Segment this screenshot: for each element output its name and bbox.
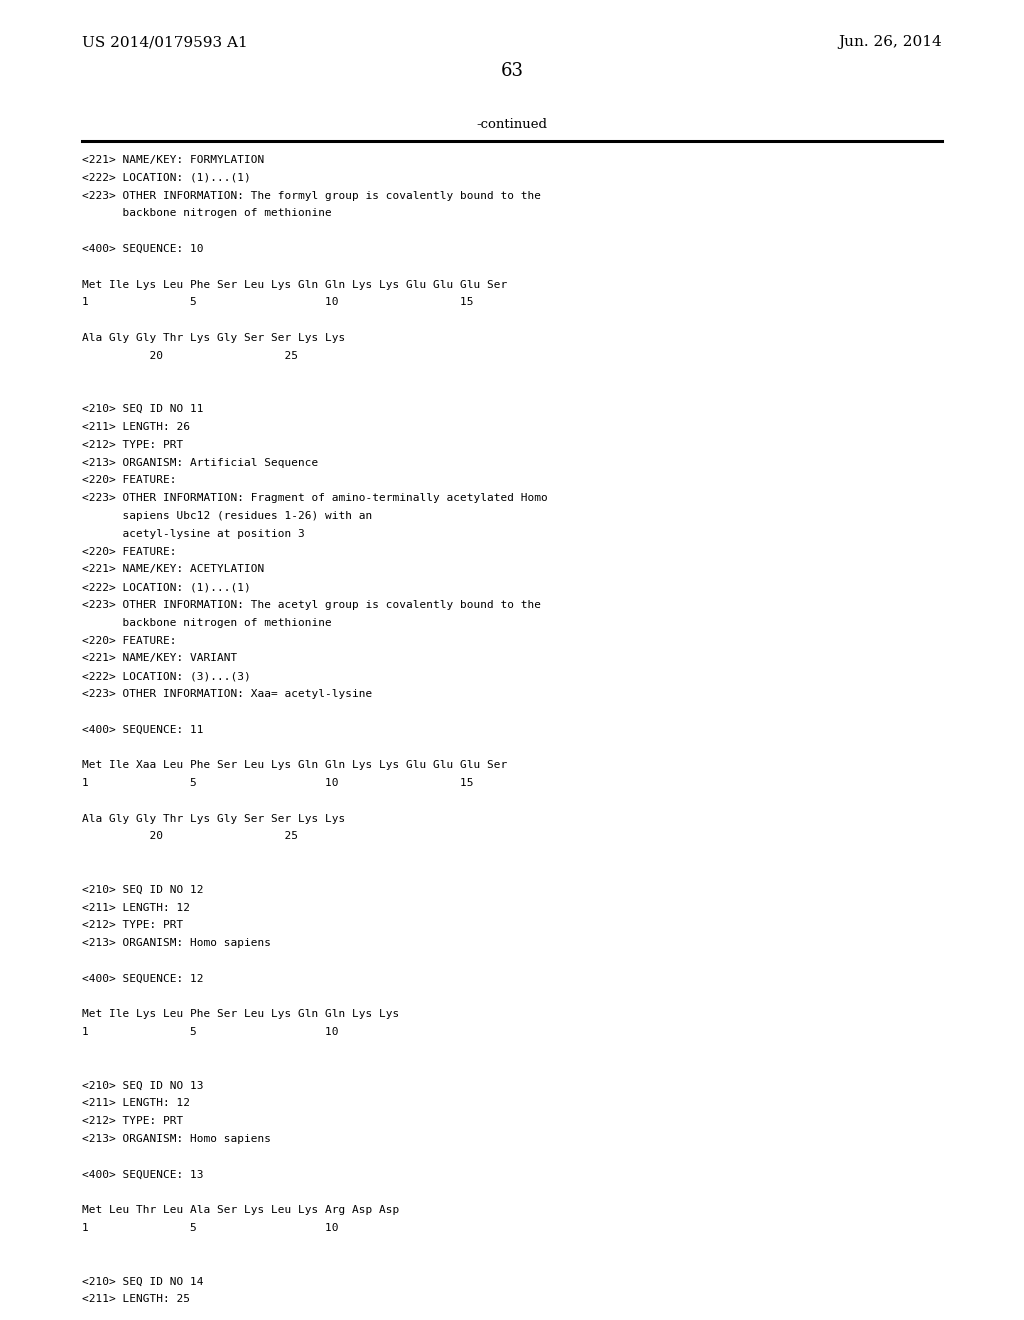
Text: <211> LENGTH: 12: <211> LENGTH: 12 <box>82 903 190 912</box>
Text: 63: 63 <box>501 62 523 81</box>
Text: Met Ile Xaa Leu Phe Ser Leu Lys Gln Gln Lys Lys Glu Glu Glu Ser: Met Ile Xaa Leu Phe Ser Leu Lys Gln Gln … <box>82 760 507 770</box>
Text: <213> ORGANISM: Homo sapiens: <213> ORGANISM: Homo sapiens <box>82 1134 271 1144</box>
Text: <213> ORGANISM: Artificial Sequence: <213> ORGANISM: Artificial Sequence <box>82 458 318 467</box>
Text: <222> LOCATION: (1)...(1): <222> LOCATION: (1)...(1) <box>82 173 251 182</box>
Text: 20                  25: 20 25 <box>82 832 298 841</box>
Text: <222> LOCATION: (1)...(1): <222> LOCATION: (1)...(1) <box>82 582 251 593</box>
Text: <211> LENGTH: 12: <211> LENGTH: 12 <box>82 1098 190 1109</box>
Text: <211> LENGTH: 26: <211> LENGTH: 26 <box>82 422 190 432</box>
Text: <212> TYPE: PRT: <212> TYPE: PRT <box>82 1117 183 1126</box>
Text: Ala Gly Gly Thr Lys Gly Ser Ser Lys Lys: Ala Gly Gly Thr Lys Gly Ser Ser Lys Lys <box>82 333 345 343</box>
Text: Ala Gly Gly Thr Lys Gly Ser Ser Lys Lys: Ala Gly Gly Thr Lys Gly Ser Ser Lys Lys <box>82 813 345 824</box>
Text: <223> OTHER INFORMATION: Fragment of amino-terminally acetylated Homo: <223> OTHER INFORMATION: Fragment of ami… <box>82 494 548 503</box>
Text: <223> OTHER INFORMATION: The formyl group is covalently bound to the: <223> OTHER INFORMATION: The formyl grou… <box>82 190 541 201</box>
Text: <212> TYPE: PRT: <212> TYPE: PRT <box>82 920 183 931</box>
Text: Met Ile Lys Leu Phe Ser Leu Lys Gln Gln Lys Lys Glu Glu Glu Ser: Met Ile Lys Leu Phe Ser Leu Lys Gln Gln … <box>82 280 507 289</box>
Text: <210> SEQ ID NO 12: <210> SEQ ID NO 12 <box>82 884 204 895</box>
Text: <400> SEQUENCE: 10: <400> SEQUENCE: 10 <box>82 244 204 253</box>
Text: <221> NAME/KEY: FORMYLATION: <221> NAME/KEY: FORMYLATION <box>82 154 264 165</box>
Text: <223> OTHER INFORMATION: The acetyl group is covalently bound to the: <223> OTHER INFORMATION: The acetyl grou… <box>82 601 541 610</box>
Text: <210> SEQ ID NO 11: <210> SEQ ID NO 11 <box>82 404 204 414</box>
Text: sapiens Ubc12 (residues 1-26) with an: sapiens Ubc12 (residues 1-26) with an <box>82 511 373 521</box>
Text: 20                  25: 20 25 <box>82 351 298 360</box>
Text: <221> NAME/KEY: VARIANT: <221> NAME/KEY: VARIANT <box>82 653 238 664</box>
Text: 1               5                   10: 1 5 10 <box>82 1224 339 1233</box>
Text: <223> OTHER INFORMATION: Xaa= acetyl-lysine: <223> OTHER INFORMATION: Xaa= acetyl-lys… <box>82 689 373 700</box>
Text: backbone nitrogen of methionine: backbone nitrogen of methionine <box>82 618 332 628</box>
Text: Met Leu Thr Leu Ala Ser Lys Leu Lys Arg Asp Asp: Met Leu Thr Leu Ala Ser Lys Leu Lys Arg … <box>82 1205 399 1216</box>
Text: Jun. 26, 2014: Jun. 26, 2014 <box>839 36 942 49</box>
Text: <210> SEQ ID NO 14: <210> SEQ ID NO 14 <box>82 1276 204 1287</box>
Text: <210> SEQ ID NO 13: <210> SEQ ID NO 13 <box>82 1081 204 1090</box>
Text: 1               5                   10                  15: 1 5 10 15 <box>82 297 473 308</box>
Text: 1               5                   10: 1 5 10 <box>82 1027 339 1038</box>
Text: <400> SEQUENCE: 11: <400> SEQUENCE: 11 <box>82 725 204 735</box>
Text: <400> SEQUENCE: 12: <400> SEQUENCE: 12 <box>82 974 204 983</box>
Text: US 2014/0179593 A1: US 2014/0179593 A1 <box>82 36 248 49</box>
Text: <221> NAME/KEY: ACETYLATION: <221> NAME/KEY: ACETYLATION <box>82 565 264 574</box>
Text: <222> LOCATION: (3)...(3): <222> LOCATION: (3)...(3) <box>82 671 251 681</box>
Text: 1               5                   10                  15: 1 5 10 15 <box>82 777 473 788</box>
Text: backbone nitrogen of methionine: backbone nitrogen of methionine <box>82 209 332 218</box>
Text: <212> TYPE: PRT: <212> TYPE: PRT <box>82 440 183 450</box>
Text: <213> ORGANISM: Homo sapiens: <213> ORGANISM: Homo sapiens <box>82 939 271 948</box>
Text: <220> FEATURE:: <220> FEATURE: <box>82 636 176 645</box>
Text: Met Ile Lys Leu Phe Ser Leu Lys Gln Gln Lys Lys: Met Ile Lys Leu Phe Ser Leu Lys Gln Gln … <box>82 1010 399 1019</box>
Text: <220> FEATURE:: <220> FEATURE: <box>82 475 176 486</box>
Text: <211> LENGTH: 25: <211> LENGTH: 25 <box>82 1294 190 1304</box>
Text: <400> SEQUENCE: 13: <400> SEQUENCE: 13 <box>82 1170 204 1180</box>
Text: -continued: -continued <box>476 117 548 131</box>
Text: <220> FEATURE:: <220> FEATURE: <box>82 546 176 557</box>
Text: acetyl-lysine at position 3: acetyl-lysine at position 3 <box>82 529 305 539</box>
